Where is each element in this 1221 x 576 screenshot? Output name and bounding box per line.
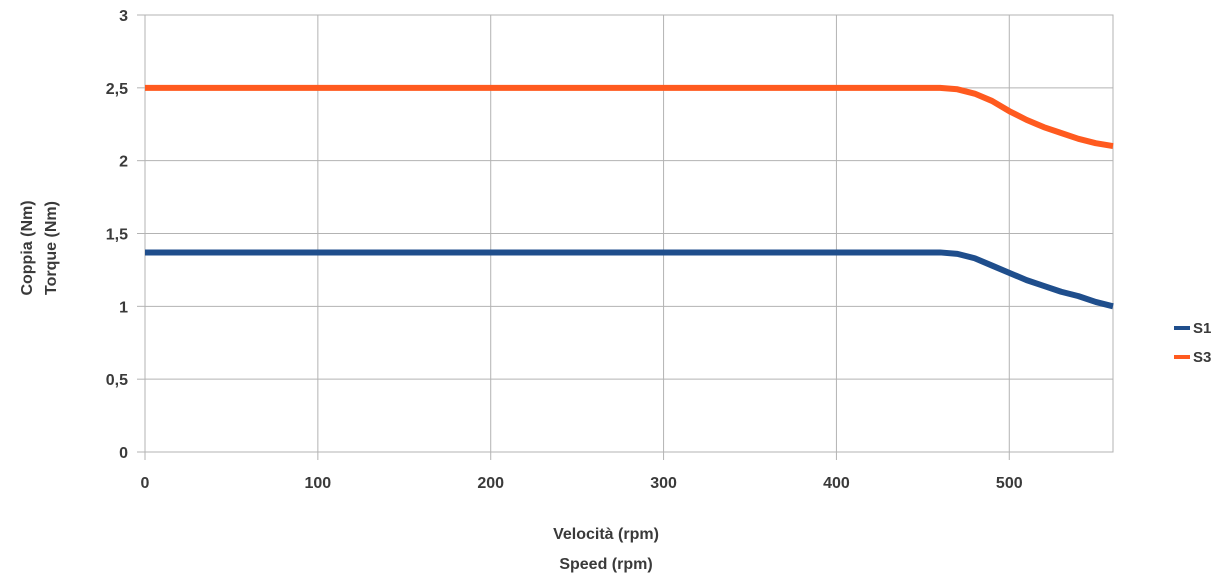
y-axis-title-line1: Coppia (Nm) — [19, 200, 36, 295]
x-axis-title-line1: Velocità (rpm) — [553, 526, 659, 543]
series-lines — [145, 84, 1114, 310]
plot-area — [144, 14, 1114, 453]
y-tick-label: 3 — [119, 8, 128, 25]
x-tick-label: 500 — [996, 475, 1023, 492]
x-axis-title-line2: Speed (rpm) — [559, 556, 652, 573]
grid — [137, 14, 1113, 460]
series-line-s3 — [145, 84, 1114, 150]
y-tick-label: 2 — [119, 154, 128, 171]
x-tick-label: 300 — [650, 475, 677, 492]
tick-labels: 0 0,5 1 1,5 2 2,5 3 0 100 200 300 400 500 — [106, 8, 1023, 492]
x-tick-label: 400 — [823, 475, 850, 492]
y-tick-label: 1,5 — [106, 227, 128, 244]
x-tick-label: 100 — [305, 475, 332, 492]
y-tick-label: 0,5 — [106, 372, 128, 389]
y-tick-label: 2,5 — [106, 81, 128, 98]
y-axis-title-line2: Torque (Nm) — [43, 201, 60, 295]
y-tick-label: 0 — [119, 445, 128, 462]
x-tick-label: 200 — [477, 475, 504, 492]
x-tick-label: 0 — [141, 475, 150, 492]
series-line-s1 — [145, 249, 1114, 310]
legend: S1 S3 — [1174, 320, 1211, 366]
legend-label-s1: S1 — [1193, 320, 1211, 337]
legend-label-s3: S3 — [1193, 349, 1211, 366]
y-tick-label: 1 — [119, 299, 128, 316]
